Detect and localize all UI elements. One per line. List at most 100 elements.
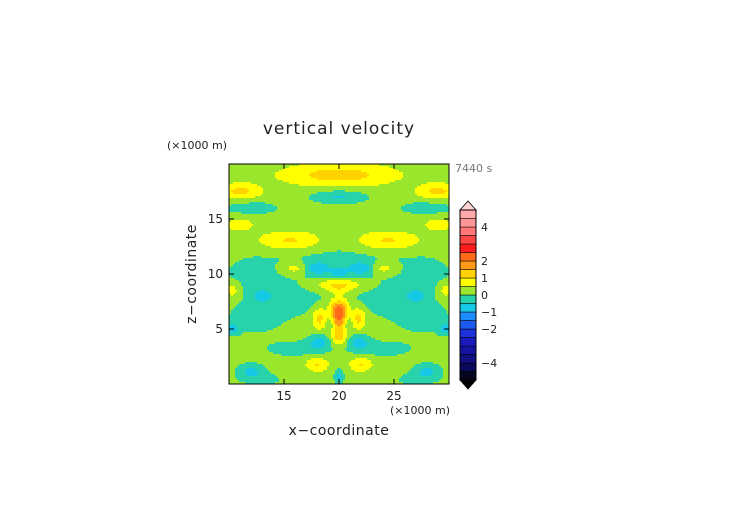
heatmap-cell — [349, 224, 352, 227]
heatmap-cell — [295, 250, 298, 253]
heatmap-cell — [331, 220, 334, 223]
heatmap-cell — [273, 186, 276, 189]
heatmap-cell — [291, 182, 294, 185]
heatmap-cell — [267, 200, 270, 203]
heatmap-cell — [235, 242, 238, 245]
heatmap-cell — [357, 202, 360, 205]
heatmap-cell — [409, 176, 412, 179]
heatmap-cell — [437, 200, 440, 203]
heatmap-cell — [403, 222, 406, 225]
heatmap-cell — [421, 196, 424, 199]
heatmap-cell — [359, 190, 362, 193]
heatmap-cell — [325, 184, 328, 187]
heatmap-cell — [391, 206, 394, 209]
heatmap-cell — [317, 184, 320, 187]
heatmap-cell — [409, 186, 412, 189]
heatmap-cell — [269, 202, 272, 205]
heatmap-cell — [375, 232, 378, 235]
heatmap-cell — [363, 164, 366, 167]
heatmap-cell — [403, 180, 406, 183]
heatmap-cell — [433, 250, 436, 253]
heatmap-cell — [421, 252, 424, 255]
heatmap-cell — [251, 230, 254, 233]
heatmap-cell — [313, 242, 316, 245]
heatmap-cell — [415, 178, 418, 181]
heatmap-cell — [377, 176, 380, 179]
heatmap-cell — [307, 198, 310, 201]
heatmap-cell — [279, 192, 282, 195]
heatmap-cell — [331, 164, 334, 167]
heatmap-cell — [429, 248, 432, 251]
heatmap-cell — [293, 252, 296, 255]
heatmap-cell — [411, 166, 414, 169]
heatmap-cell — [329, 172, 332, 175]
heatmap-cell — [311, 232, 314, 235]
heatmap-cell — [237, 210, 240, 213]
heatmap-cell — [351, 176, 354, 179]
heatmap-cell — [301, 184, 304, 187]
heatmap-cell — [337, 206, 340, 209]
heatmap-cell — [393, 202, 396, 205]
heatmap-cell — [433, 224, 436, 227]
heatmap-cell — [229, 208, 232, 211]
heatmap-cell — [283, 242, 286, 245]
heatmap-cell — [265, 192, 268, 195]
heatmap-cell — [439, 166, 442, 169]
heatmap-cell — [345, 218, 348, 221]
heatmap-cell — [399, 172, 402, 175]
heatmap-cell — [443, 226, 446, 229]
heatmap-cell — [391, 246, 394, 249]
heatmap-cell — [271, 214, 274, 217]
heatmap-cell — [255, 168, 258, 171]
heatmap-cell — [401, 248, 404, 251]
heatmap-cell — [381, 196, 384, 199]
heatmap-cell — [289, 192, 292, 195]
heatmap-cell — [413, 234, 416, 237]
heatmap-cell — [239, 190, 242, 193]
heatmap-cell — [363, 250, 366, 253]
heatmap-cell — [257, 178, 260, 181]
heatmap-cell — [337, 174, 340, 177]
heatmap-cell — [233, 208, 236, 211]
heatmap-cell — [269, 208, 272, 211]
heatmap-cell — [347, 172, 350, 175]
heatmap-cell — [271, 252, 274, 255]
heatmap-cell — [247, 222, 250, 225]
heatmap-cell — [297, 190, 300, 193]
heatmap-cell — [265, 238, 268, 241]
heatmap-cell — [297, 234, 300, 237]
heatmap-cell — [433, 226, 436, 229]
heatmap-cell — [249, 218, 252, 221]
heatmap-cell — [273, 240, 276, 243]
heatmap-cell — [403, 250, 406, 253]
heatmap-cell — [447, 228, 449, 231]
heatmap-cell — [273, 248, 276, 251]
heatmap-cell — [347, 216, 350, 219]
heatmap-cell — [311, 210, 314, 213]
heatmap-cell — [441, 244, 444, 247]
heatmap-cell — [271, 180, 274, 183]
heatmap-cell — [277, 244, 280, 247]
heatmap-cell — [233, 184, 236, 187]
heatmap-cell — [431, 248, 434, 251]
heatmap-cell — [345, 240, 348, 243]
heatmap-cell — [255, 218, 258, 221]
heatmap-cell — [407, 242, 410, 245]
heatmap-cell — [285, 224, 288, 227]
heatmap-cell — [341, 242, 344, 245]
heatmap-cell — [425, 234, 428, 237]
heatmap-cell — [287, 218, 290, 221]
heatmap-cell — [337, 228, 340, 231]
heatmap-cell — [251, 204, 254, 207]
heatmap-cell — [385, 244, 388, 247]
heatmap-cell — [443, 210, 446, 213]
heatmap-cell — [323, 188, 326, 191]
heatmap-cell — [351, 196, 354, 199]
heatmap-cell — [337, 168, 340, 171]
heatmap-cell — [437, 168, 440, 171]
heatmap-cell — [375, 206, 378, 209]
heatmap-cell — [441, 190, 444, 193]
heatmap-cell — [401, 172, 404, 175]
heatmap-cell — [385, 172, 388, 175]
heatmap-cell — [403, 228, 406, 231]
